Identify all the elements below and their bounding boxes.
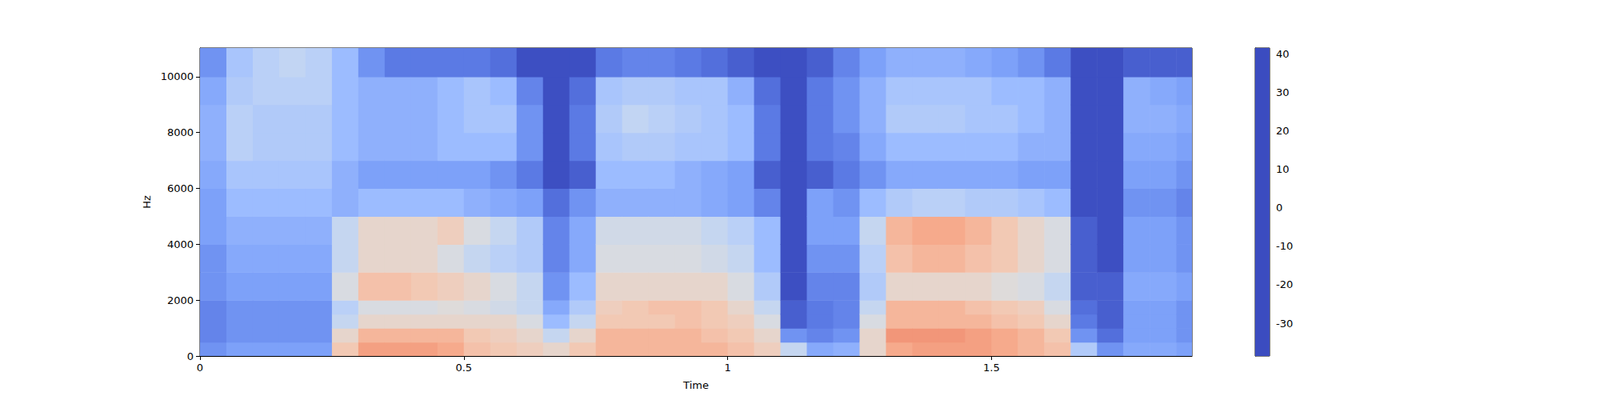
svg-text:4000: 4000 <box>167 238 194 251</box>
svg-text:Hz: Hz <box>140 195 153 209</box>
svg-text:1: 1 <box>724 361 731 374</box>
svg-text:-10: -10 <box>1276 240 1293 252</box>
svg-text:0: 0 <box>187 350 194 363</box>
svg-text:8000: 8000 <box>167 126 194 139</box>
svg-text:0: 0 <box>1276 201 1283 214</box>
svg-text:2000: 2000 <box>167 294 194 307</box>
svg-text:10000: 10000 <box>160 70 194 83</box>
svg-text:Time: Time <box>682 379 709 392</box>
svg-text:10: 10 <box>1276 163 1290 176</box>
svg-text:1.5: 1.5 <box>983 361 1000 374</box>
svg-text:-20: -20 <box>1276 278 1293 291</box>
svg-text:-30: -30 <box>1276 317 1293 330</box>
svg-text:20: 20 <box>1276 124 1290 137</box>
svg-text:0.5: 0.5 <box>455 361 472 374</box>
svg-text:0: 0 <box>196 361 204 374</box>
svg-text:6000: 6000 <box>167 182 194 195</box>
svg-text:40: 40 <box>1276 48 1290 60</box>
svg-text:30: 30 <box>1276 86 1290 99</box>
